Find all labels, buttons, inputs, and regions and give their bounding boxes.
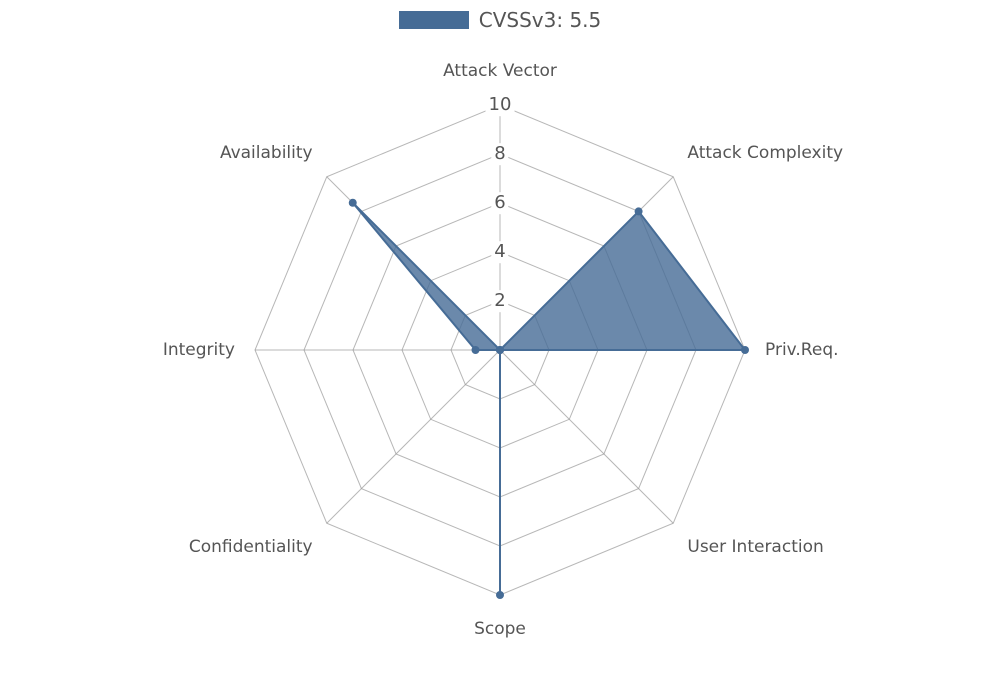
axis-label: Attack Complexity [687,143,843,163]
axis-label: User Interaction [687,537,823,557]
axis-label: Attack Vector [443,61,557,81]
axis-label: Scope [474,619,526,639]
tick-label: 4 [491,241,508,263]
axis-label: Availability [220,143,313,163]
tick-label: 8 [491,143,508,165]
radar-chart: CVSSv3: 5.5 Attack VectorAttack Complexi… [0,0,1000,700]
axis-label: Priv.Req. [765,340,839,360]
tick-label: 10 [486,94,515,116]
tick-label: 6 [491,192,508,214]
axis-label: Integrity [163,340,235,360]
tick-label: 2 [491,290,508,312]
axis-label: Confidentiality [189,537,313,557]
